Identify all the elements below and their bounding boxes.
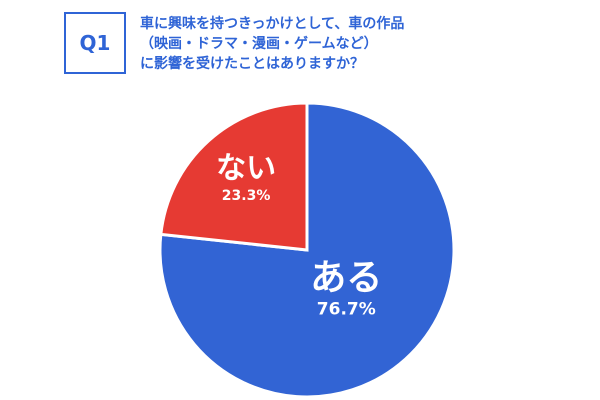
question-line-2: （映画・ドラマ・漫画・ゲームなど） xyxy=(140,36,378,52)
question-line-3: に影響を受けたことはありますか？ xyxy=(140,56,364,72)
slice-value-0: 76.7% xyxy=(317,300,376,320)
question-number: Q1 xyxy=(79,31,111,55)
question-line-1: 車に興味を持つきっかけとして、車の作品 xyxy=(140,16,405,32)
slice-label-0: ある xyxy=(310,258,382,299)
pie-slice-1 xyxy=(159,101,309,252)
question-number-badge: Q1 xyxy=(64,12,126,74)
slice-label-1: ない xyxy=(216,151,276,186)
slice-value-1: 23.3% xyxy=(222,188,271,204)
question-text: 車に興味を持つきっかけとして、車の作品 （映画・ドラマ・漫画・ゲームなど） に影… xyxy=(140,14,560,74)
